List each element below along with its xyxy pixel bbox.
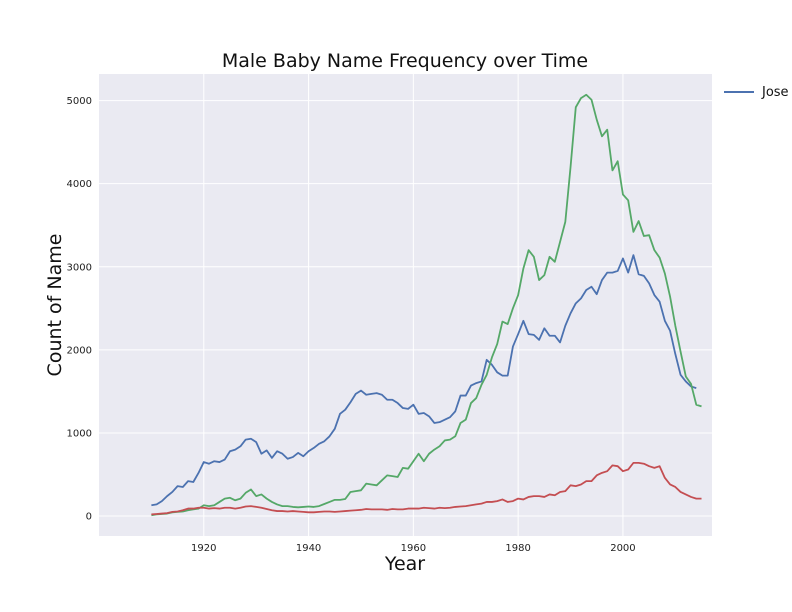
y-tick-label-0: 0 [86, 512, 92, 523]
y-tick-label-3000: 3000 [67, 262, 92, 273]
series-line-series-3 [151, 461, 702, 516]
y-tick-label-5000: 5000 [67, 96, 92, 107]
series-line-series-2 [151, 93, 702, 517]
legend-label-jose: Jose [761, 85, 789, 100]
x-tick-label-1960: 1960 [401, 543, 426, 554]
chart-title: Male Baby Name Frequency over Time [222, 50, 588, 72]
tick-labels: 1920 1940 1960 1980 2000 0 1000 2000 3000 4000 500… [67, 96, 636, 554]
x-tick-label-1920: 1920 [191, 543, 216, 554]
x-tick-label-1940: 1940 [296, 543, 321, 554]
y-tick-label-2000: 2000 [67, 345, 92, 356]
x-axis-title: Year [384, 553, 425, 575]
plot-area [99, 74, 712, 536]
series-line-jose [151, 254, 697, 507]
y-tick-label-4000: 4000 [67, 179, 92, 190]
series-lines [151, 93, 702, 517]
x-tick-label-1980: 1980 [505, 543, 530, 554]
gridlines [99, 74, 712, 536]
y-axis-title: Count of Name [44, 234, 66, 377]
legend: Jose [724, 85, 789, 100]
x-tick-label-2000: 2000 [610, 543, 635, 554]
y-tick-label-1000: 1000 [67, 428, 92, 439]
